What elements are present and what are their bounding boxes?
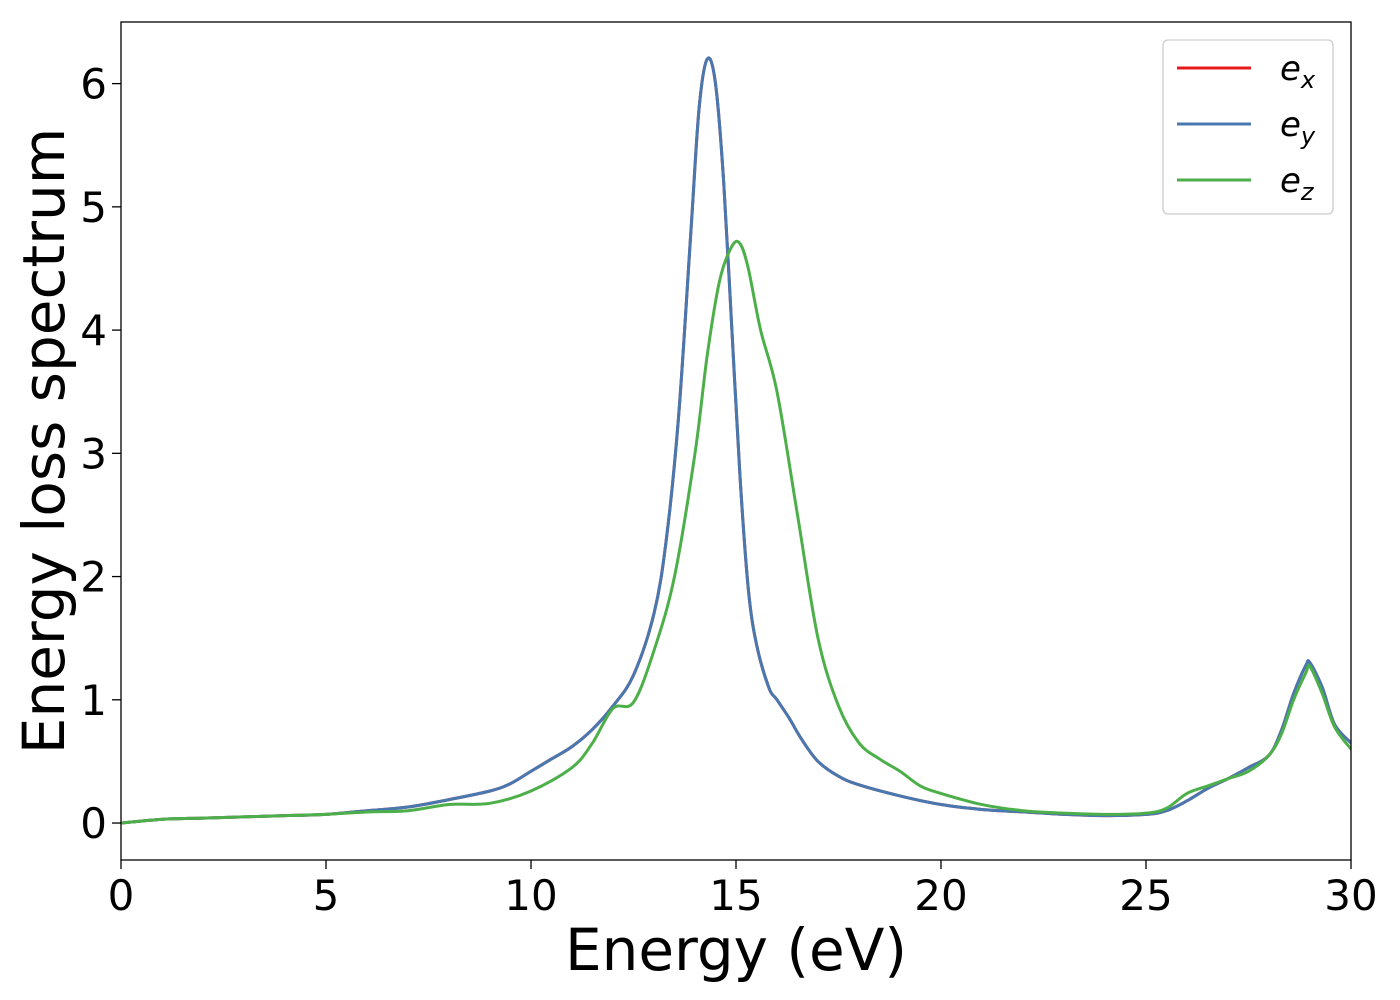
legend-label-ey: ey [1280,105,1316,150]
y-axis-title: Energy loss spectrum [10,128,78,754]
x-axis-title: Energy (eV) [565,916,907,984]
y-tick-label: 3 [80,429,107,478]
x-tick-label: 10 [504,871,557,920]
x-tick-label: 15 [709,871,762,920]
legend: ex ey ez [1162,39,1334,215]
x-tick-label: 30 [1324,871,1377,920]
legend-label-ez: ez [1280,161,1315,206]
y-tick-label: 1 [80,676,107,725]
y-tick-label: 6 [80,60,107,109]
x-tick-label: 25 [1119,871,1172,920]
series-line-ey [121,56,1351,825]
x-tick-label: 0 [108,871,135,920]
y-tick-label: 4 [80,306,107,355]
legend-box [1162,39,1334,215]
x-tick-label: 20 [914,871,967,920]
y-tick-label: 2 [80,553,107,602]
x-axis: 0 5 10 15 20 25 30 [108,860,1378,920]
series-line-ez [121,239,1351,825]
y-tick-label: 5 [80,183,107,232]
y-tick-label: 0 [80,799,107,848]
series-layer [121,56,1351,825]
x-tick-label: 5 [313,871,340,920]
legend-label-ex: ex [1280,49,1316,94]
y-axis: 0 1 2 3 4 5 6 [80,60,121,848]
